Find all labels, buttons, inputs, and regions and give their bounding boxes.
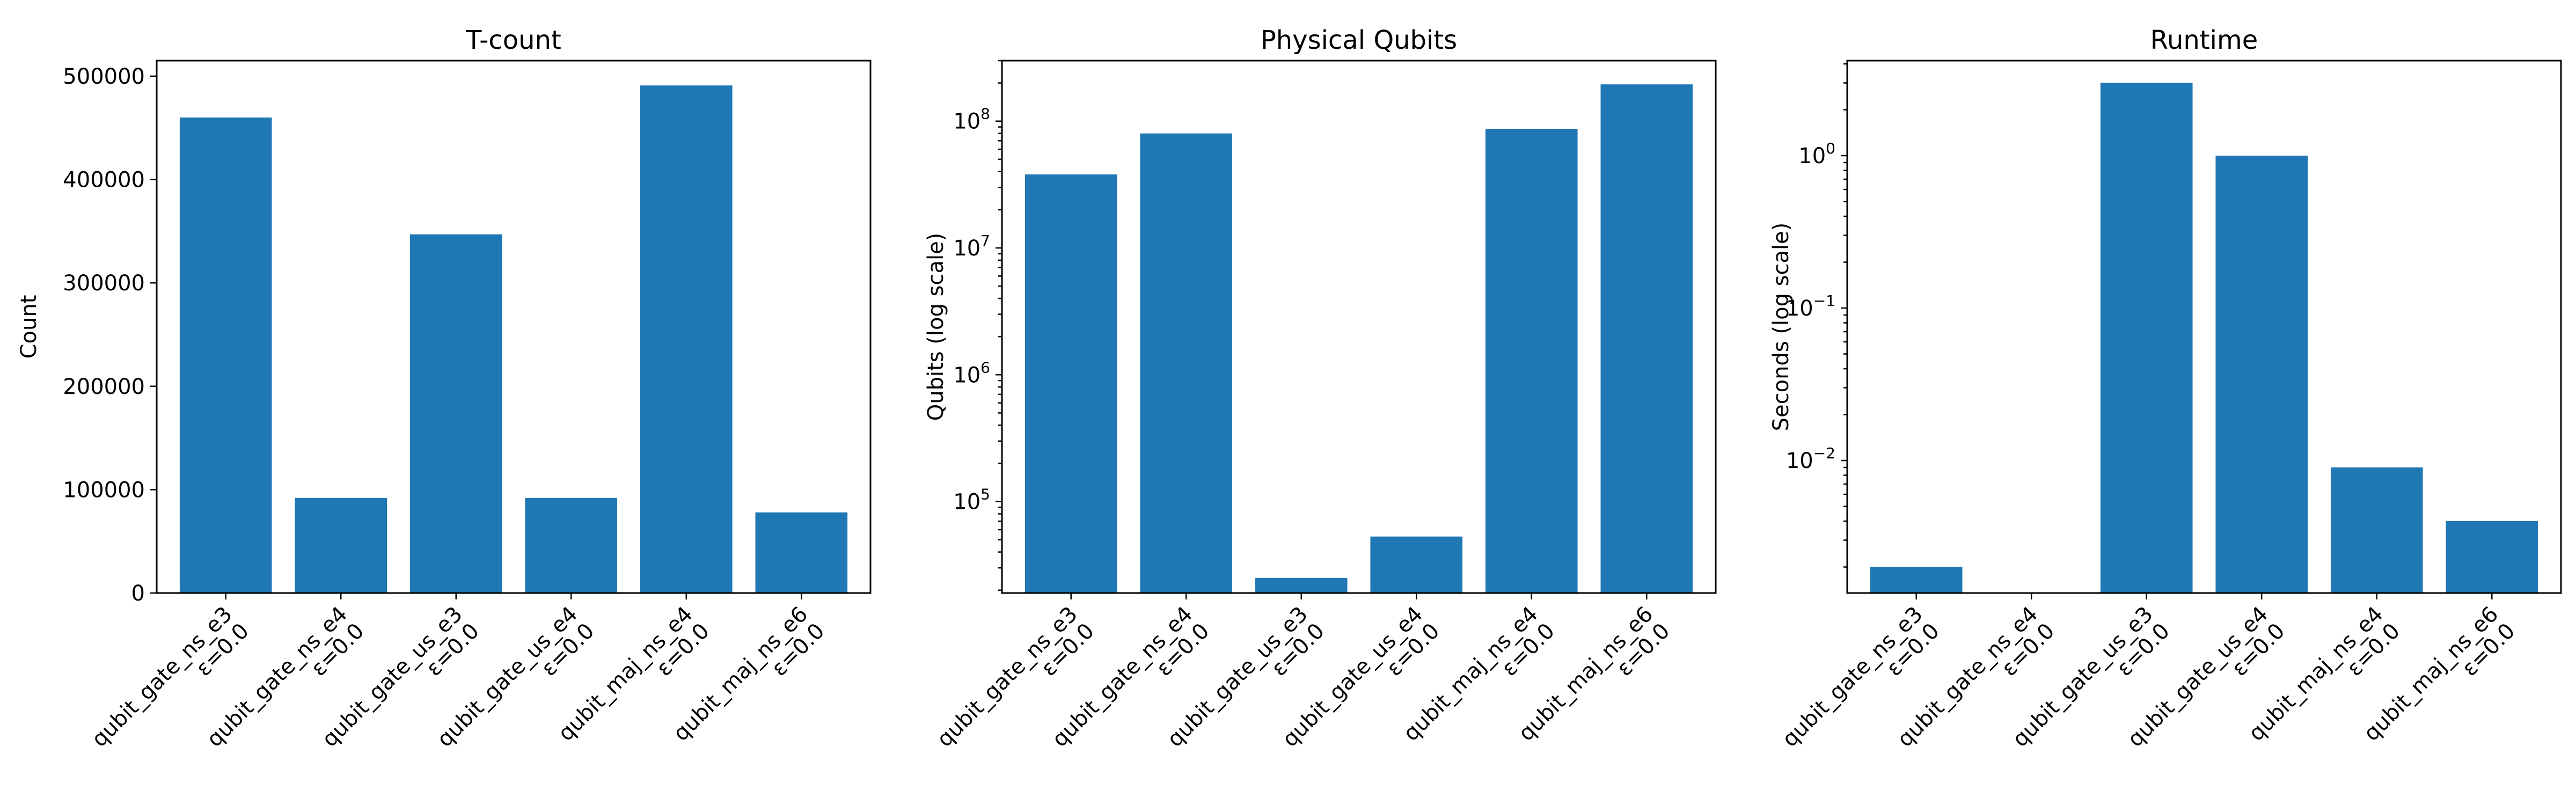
bar-5	[640, 85, 733, 593]
plot-frame	[1846, 60, 2562, 594]
bar-5	[1485, 129, 1578, 593]
x-tick-label: qubit_gate_ns_e3ε=0.0	[1777, 602, 1944, 769]
y-axis-label: Seconds (log scale)	[1769, 223, 1794, 431]
bar-3	[1255, 577, 1348, 593]
x-tick-label: qubit_gate_ns_e3ε=0.0	[932, 602, 1099, 769]
bar-2	[1140, 133, 1233, 594]
chart-panel-1: 0 100000 200000 300000 400000 500000 qubit_gat…	[17, 25, 872, 769]
bar-3	[409, 234, 502, 593]
y-axis-label: Count	[17, 295, 41, 359]
chart-panel-3: 10−210−1100qubit_gate_ns_e3ε=0.0qubit_ga…	[1769, 25, 2562, 769]
chart-title: T-count	[465, 25, 561, 55]
y-tick-label: 400000	[63, 168, 145, 193]
y-tick-label: 300000	[63, 271, 145, 296]
chart-panel-2: 105106107108qubit_gate_ns_e3ε=0.0qubit_g…	[924, 25, 1717, 769]
bar-5	[2330, 467, 2423, 593]
y-tick-label: 105	[953, 486, 990, 515]
bar-4	[1370, 536, 1463, 593]
y-tick-label: 0	[131, 581, 145, 606]
bar-2	[295, 497, 387, 593]
bar-6	[1600, 84, 1693, 593]
y-tick-label: 500000	[63, 64, 145, 89]
bar-4	[525, 497, 618, 593]
bar-1	[1870, 567, 1963, 593]
y-tick-label: 108	[953, 105, 990, 134]
y-tick-label: 107	[953, 232, 990, 261]
bar-6	[755, 512, 848, 593]
y-tick-label: 106	[953, 358, 990, 387]
bar-1	[179, 117, 272, 593]
y-tick-label: 10−2	[1786, 444, 1835, 473]
y-tick-label: 200000	[63, 375, 145, 399]
chart-title: Physical Qubits	[1261, 25, 1457, 55]
bar-6	[2446, 521, 2538, 593]
y-tick-label: 100	[1798, 140, 1835, 169]
y-tick-label: 10−1	[1786, 292, 1835, 321]
bar-3	[2100, 83, 2193, 594]
plot-frame	[156, 60, 872, 594]
x-tick-label: qubit_gate_ns_e3ε=0.0	[87, 602, 254, 769]
chart-title: Runtime	[2150, 25, 2258, 55]
plot-frame	[1001, 60, 1717, 594]
bar-4	[2215, 156, 2308, 593]
y-axis-label: Qubits (log scale)	[924, 233, 948, 421]
bar-1	[1024, 174, 1117, 593]
y-tick-label: 100000	[63, 478, 145, 502]
